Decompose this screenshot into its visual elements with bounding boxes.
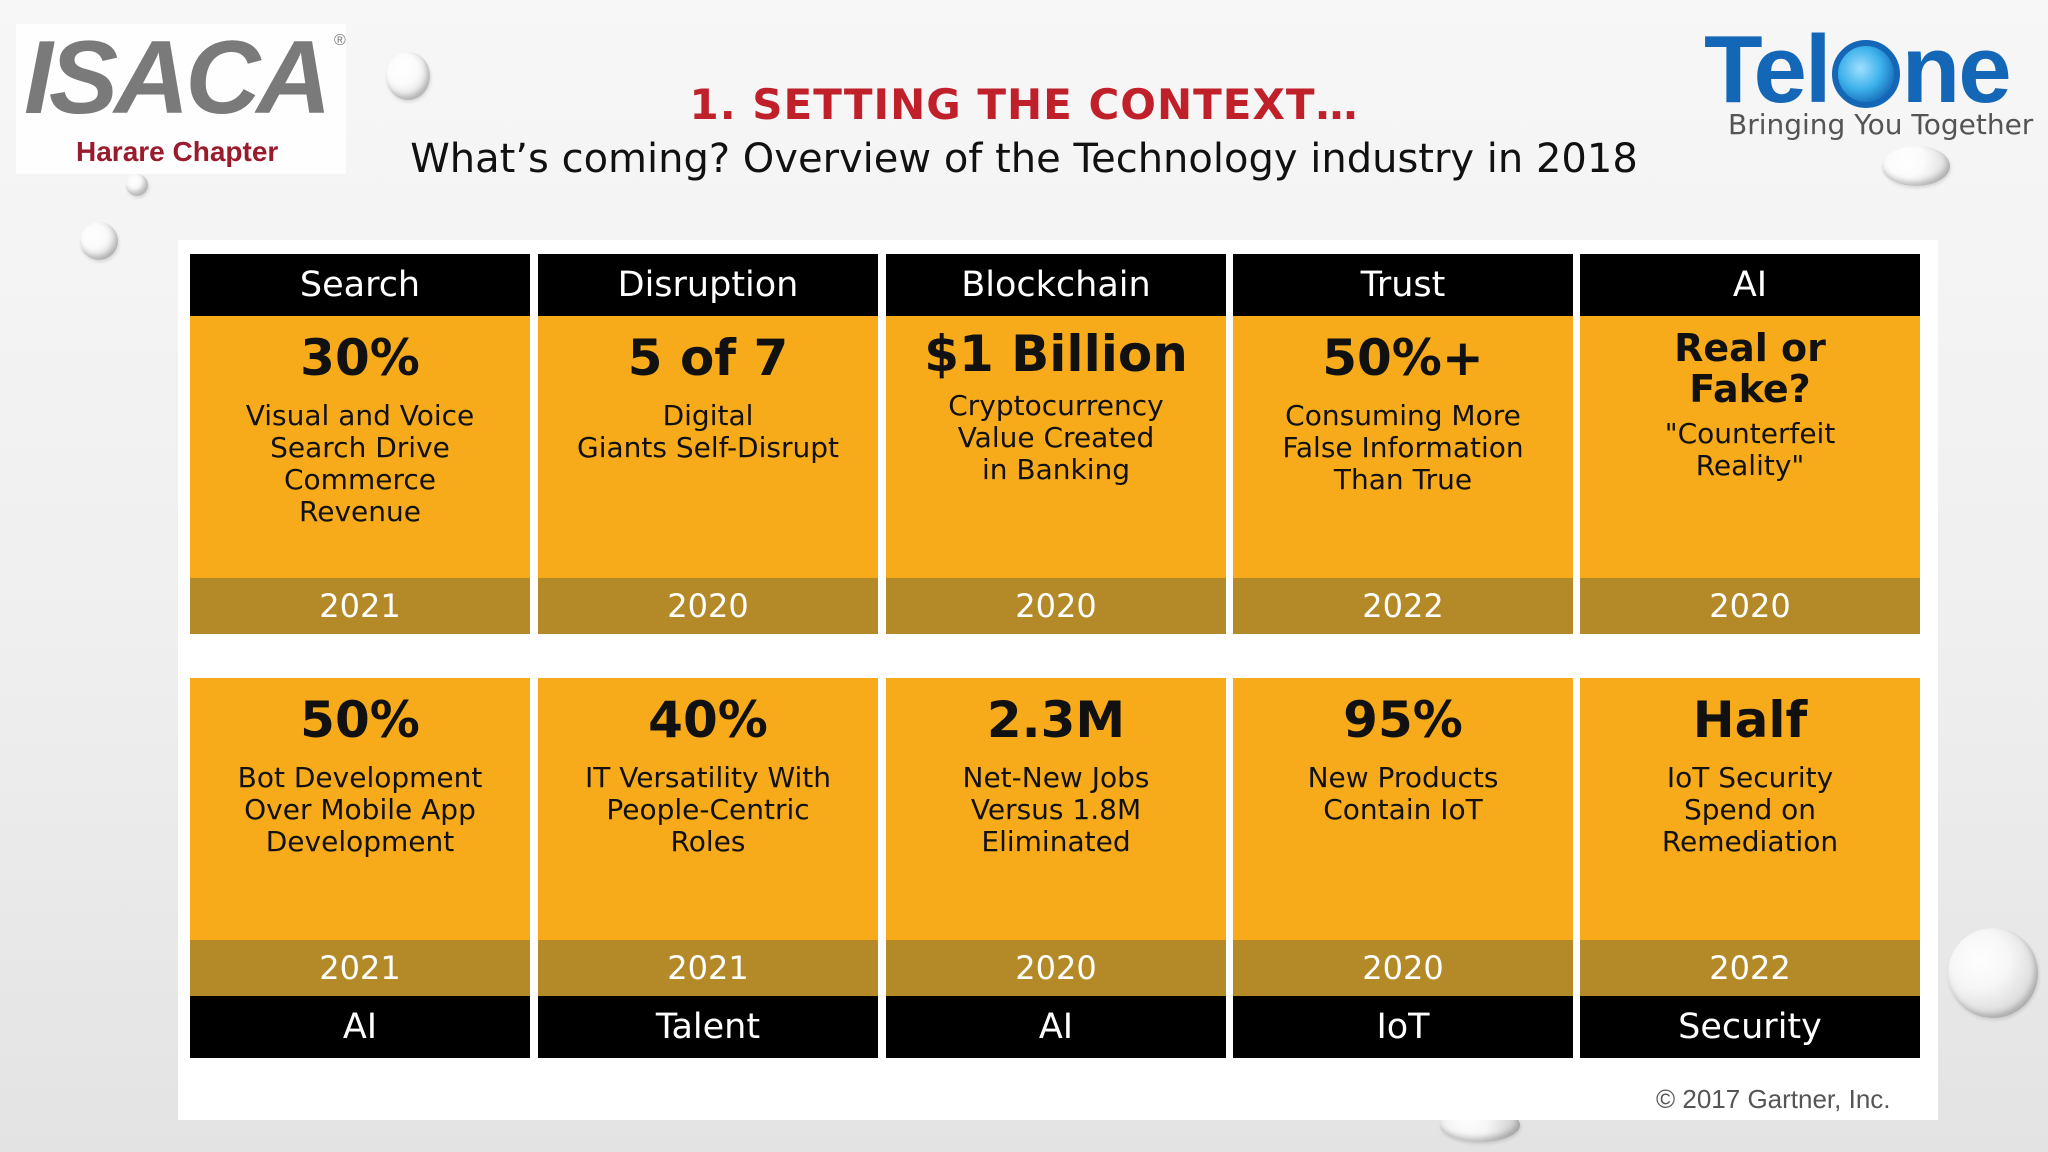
globe-icon	[1831, 40, 1900, 108]
card-body: 5 of 7 Digital Giants Self-Disrupt	[538, 316, 878, 578]
card-year: 2022	[1233, 578, 1573, 634]
card-body: 30% Visual and Voice Search Drive Commer…	[190, 316, 530, 578]
card-description: IT Versatility With People-Centric Roles	[584, 761, 832, 858]
prediction-card-trust: Trust 50%+ Consuming More False Informat…	[1233, 254, 1573, 634]
card-description: Cryptocurrency Value Created in Banking	[948, 389, 1164, 486]
card-category: AI	[886, 996, 1226, 1058]
card-body: 40% IT Versatility With People-Centric R…	[538, 678, 878, 940]
card-category: Disruption	[538, 254, 878, 316]
card-year: 2020	[886, 578, 1226, 634]
card-description: Visual and Voice Search Drive Commerce R…	[245, 399, 475, 528]
telone-prefix: Tel	[1704, 16, 1832, 123]
card-body: Real or Fake? "Counterfeit Reality"	[1580, 316, 1920, 578]
registered-mark: ®	[334, 32, 346, 49]
prediction-card-ai: AI Real or Fake? "Counterfeit Reality" 2…	[1580, 254, 1920, 634]
card-category: Blockchain	[886, 254, 1226, 316]
card-year: 2022	[1580, 940, 1920, 996]
card-year: 2021	[538, 940, 878, 996]
card-body: 50% Bot Development Over Mobile App Deve…	[190, 678, 530, 940]
prediction-card-iot: 95% New Products Contain IoT 2020 IoT	[1233, 678, 1573, 1058]
telone-suffix: ne	[1901, 16, 2012, 123]
card-category: Security	[1580, 996, 1920, 1058]
card-body: 2.3M Net-New Jobs Versus 1.8M Eliminated	[886, 678, 1226, 940]
card-description: IoT Security Spend on Remediation	[1661, 761, 1839, 858]
water-droplet-decoration	[1948, 928, 2038, 1018]
card-body: $1 Billion Cryptocurrency Value Created …	[886, 316, 1226, 578]
card-headline: 40%	[648, 691, 768, 749]
card-year: 2020	[886, 940, 1226, 996]
water-droplet-decoration	[1882, 146, 1950, 186]
card-description: Net-New Jobs Versus 1.8M Eliminated	[962, 761, 1150, 858]
isaca-wordmark: ISACA	[24, 20, 332, 136]
card-year: 2021	[190, 578, 530, 634]
prediction-card-disruption: Disruption 5 of 7 Digital Giants Self-Di…	[538, 254, 878, 634]
prediction-card-ai-bots: 50% Bot Development Over Mobile App Deve…	[190, 678, 530, 1058]
copyright-notice: © 2017 Gartner, Inc.	[1656, 1084, 1891, 1114]
card-headline: $1 Billion	[924, 325, 1188, 383]
card-category: AI	[190, 996, 530, 1058]
prediction-card-ai-jobs: 2.3M Net-New Jobs Versus 1.8M Eliminated…	[886, 678, 1226, 1058]
card-description: Digital Giants Self-Disrupt	[577, 399, 839, 464]
prediction-card-talent: 40% IT Versatility With People-Centric R…	[538, 678, 878, 1058]
prediction-card-security: Half IoT Security Spend on Remediation 2…	[1580, 678, 1920, 1058]
slide-subtitle: What’s coming? Overview of the Technolog…	[410, 136, 1638, 182]
card-category: Talent	[538, 996, 878, 1058]
card-headline: 50%+	[1322, 329, 1484, 387]
card-year: 2021	[190, 940, 530, 996]
card-category: Search	[190, 254, 530, 316]
card-headline: 50%	[300, 691, 420, 749]
card-year: 2020	[538, 578, 878, 634]
isaca-logo: ISACA ® Harare Chapter	[16, 24, 346, 174]
card-headline: 5 of 7	[627, 329, 789, 387]
card-headline: 30%	[300, 329, 420, 387]
water-droplet-decoration	[126, 174, 148, 196]
prediction-card-blockchain: Blockchain $1 Billion Cryptocurrency Val…	[886, 254, 1226, 634]
card-body: 95% New Products Contain IoT	[1233, 678, 1573, 940]
card-category: Trust	[1233, 254, 1573, 316]
card-body: 50%+ Consuming More False Information Th…	[1233, 316, 1573, 578]
telone-wordmark: Tel ne	[1704, 22, 2012, 118]
card-headline: Real or Fake?	[1674, 326, 1826, 411]
water-droplet-decoration	[80, 222, 118, 260]
card-year: 2020	[1580, 578, 1920, 634]
isaca-chapter-label: Harare Chapter	[76, 136, 279, 167]
card-description: New Products Contain IoT	[1307, 761, 1499, 826]
card-category: AI	[1580, 254, 1920, 316]
card-body: Half IoT Security Spend on Remediation	[1580, 678, 1920, 940]
card-category: IoT	[1233, 996, 1573, 1058]
card-description: Bot Development Over Mobile App Developm…	[237, 761, 483, 858]
card-description: "Counterfeit Reality"	[1664, 417, 1836, 482]
telone-logo: Tel ne Bringing You Together	[1700, 22, 2034, 152]
card-headline: Half	[1692, 691, 1808, 749]
prediction-card-search: Search 30% Visual and Voice Search Drive…	[190, 254, 530, 634]
card-headline: 95%	[1343, 691, 1463, 749]
card-year: 2020	[1233, 940, 1573, 996]
telone-tagline: Bringing You Together	[1728, 108, 2034, 141]
slide-title: 1. SETTING THE CONTEXT…	[689, 80, 1359, 129]
card-headline: 2.3M	[986, 691, 1126, 749]
card-description: Consuming More False Information Than Tr…	[1282, 399, 1524, 496]
water-droplet-decoration	[386, 52, 430, 100]
